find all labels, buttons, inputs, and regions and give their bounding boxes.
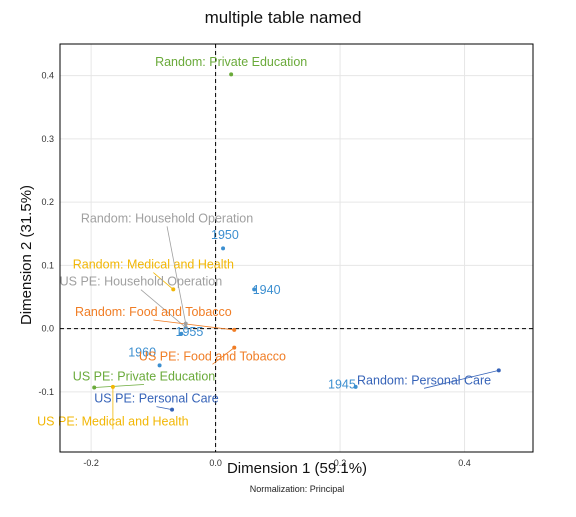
data-point [252,287,257,292]
y-tick-label: 0.3 [41,134,54,144]
data-point [183,325,188,330]
leader-line [212,347,235,365]
point-label: US PE: Personal Care [94,392,218,406]
point-label: 1945 [328,378,356,392]
x-tick-label: -0.2 [83,458,99,468]
point-label: Random: Personal Care [357,373,491,387]
y-axis-title: Dimension 2 (31.5%) [18,185,35,325]
data-point [229,72,234,77]
data-point [92,385,97,390]
point-labels-layer: Random: Private Education Random: Househo… [37,55,491,428]
data-point [232,327,237,332]
point-label: Random: Medical and Health [73,258,234,272]
data-point [232,345,237,350]
data-point [110,384,115,389]
data-point [496,368,501,373]
data-point [171,287,176,292]
data-point [157,363,162,368]
point-label: Random: Private Education [155,55,307,69]
data-point [170,407,175,412]
points-layer [92,72,501,412]
chart-title: multiple table named [205,8,362,27]
point-label: Random: Food and Tobacco [75,305,232,319]
data-point [221,246,226,251]
x-tick-label: 0.4 [458,458,471,468]
leader-lines [94,226,499,430]
point-label: US PE: Medical and Health [37,414,189,428]
leader-line [153,319,235,331]
y-tick-label: 0.0 [41,324,54,334]
y-tick-label: -0.1 [38,387,54,397]
leader-line [423,370,499,389]
point-label: Random: Household Operation [81,211,253,225]
point-label: 1955 [176,325,204,339]
point-label: 1950 [211,228,239,242]
leader-line [166,226,187,324]
x-tick-label: 0.0 [209,458,222,468]
leader-line [153,272,174,290]
x-axis-title: Dimension 1 (59.1%) [227,460,367,477]
plot-frame [59,43,534,453]
y-tick-label: 0.2 [41,197,54,207]
point-label: 1940 [253,283,281,297]
data-point [353,384,358,389]
tick-labels-layer: -0.2 0.0 0.2 0.4 -0.1 0.0 0.1 0.2 0.3 0.4 [38,71,470,468]
leader-line [140,289,186,328]
zero-lines [60,44,533,452]
y-tick-label: 0.4 [41,71,54,81]
y-tick-label: 0.1 [41,260,54,270]
data-point [183,321,188,326]
point-label: US PE: Private Education [73,370,215,384]
point-label: 1960 [128,345,156,359]
point-label: US PE: Food and Tobacco [139,349,286,363]
x-tick-label: 0.2 [334,458,347,468]
normalization-footnote: Normalization: Principal [250,484,345,494]
point-label: US PE: Household Operation [60,275,223,289]
leader-line [94,384,145,388]
leader-line [156,406,173,411]
data-point [179,331,184,336]
